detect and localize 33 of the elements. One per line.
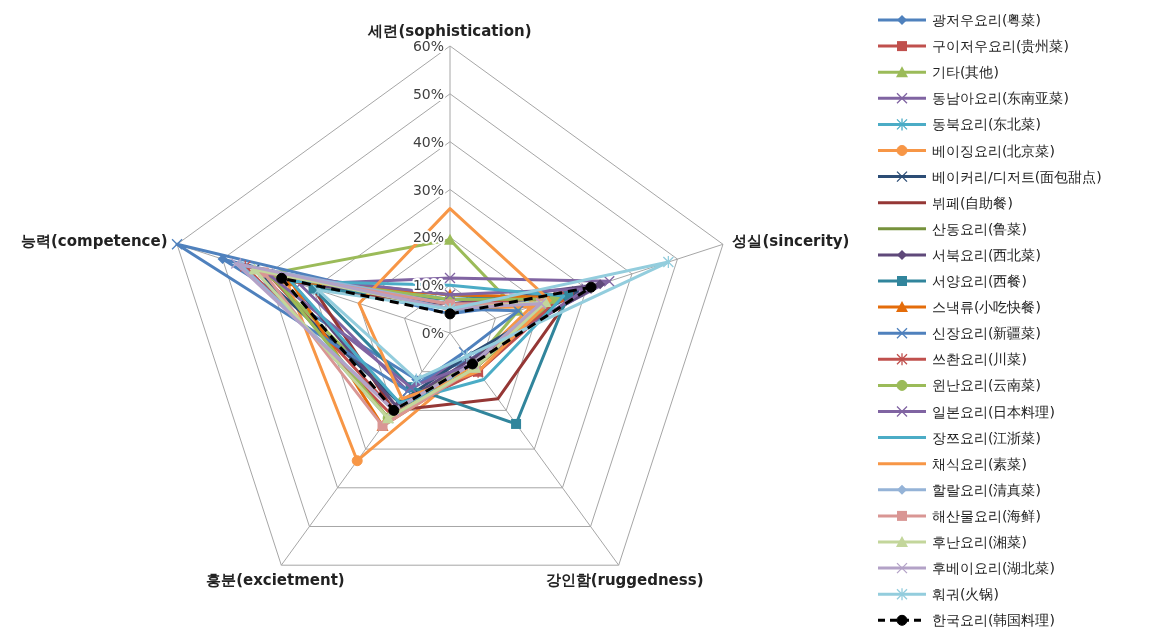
legend-label: 동남아요리(东南亚菜) [932,90,1069,107]
legend-label: 윈난요리(云南菜) [932,377,1041,394]
spoke-label: 흥분(excietment) [206,571,345,590]
legend-label: 뷔페(自助餐) [932,194,1013,211]
legend-label: 구이저우요리(贵州菜) [932,38,1069,55]
legend-label: 쓰촨요리(川菜) [932,351,1027,368]
spoke-label: 강인함(ruggedness) [545,571,704,590]
legend-label: 동북요리(东北菜) [932,116,1041,133]
legend-label: 채식요리(素菜) [932,455,1027,472]
spoke-label: 세련(sophistication) [367,22,532,40]
y-tick-label: 50% [412,85,444,102]
legend-label: 산동요리(鲁菜) [932,220,1027,237]
legend-label: 후난요리(湘菜) [932,534,1027,550]
legend-label: 서양요리(西餐) [932,273,1027,289]
legend-label: 서북요리(西北菜) [932,246,1041,263]
y-tick-label: 60% [412,38,444,54]
legend-label: 훠궈(火锅) [932,586,999,603]
y-tick-label: 30% [412,181,444,198]
y-tick-label: 40% [412,133,444,150]
legend-label: 후베이요리(湖北菜) [932,560,1055,577]
legend-label: 해산물요리(海鲜) [932,507,1041,524]
legend-label: 신장요리(新疆菜) [932,325,1041,342]
legend-label: 일본요리(日本料理) [932,403,1055,420]
legend-label: 장쯔요리(江浙菜) [932,429,1041,446]
legend-label: 한국요리(韩国料理) [932,612,1055,629]
legend-label: 기타(其他) [932,64,999,81]
legend-label: 스낵류(小吃快餐) [932,299,1041,316]
legend-label: 베이징요리(北京菜) [932,142,1055,159]
legend-label: 할랄요리(清真菜) [932,481,1041,498]
spoke-label: 능력(competence) [20,232,168,251]
legend-label: 베이커리/디저트(面包甜点) [932,168,1102,185]
spoke-label: 성실(sincerity) [732,232,850,251]
legend-label: 광저우요리(粤菜) [932,12,1041,28]
